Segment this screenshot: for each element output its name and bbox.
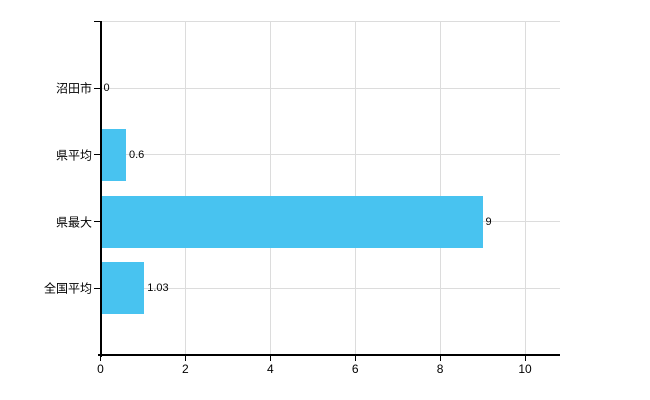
x-axis-tick-label: 0	[97, 362, 104, 376]
x-axis-tick-label: 8	[436, 362, 444, 376]
gridline-horizontal	[100, 21, 560, 22]
bar-value-label: 9	[485, 215, 492, 228]
gridline-vertical	[524, 21, 526, 355]
x-axis-tick	[100, 355, 101, 361]
y-axis-tick	[93, 87, 101, 89]
bar[interactable]	[100, 195, 483, 248]
gridline-horizontal	[100, 287, 560, 289]
y-axis-tick	[93, 154, 101, 156]
y-axis-tick	[93, 287, 101, 289]
x-axis-tick	[269, 355, 271, 361]
bar-value-label: 0	[103, 82, 110, 95]
gridline-vertical	[439, 21, 441, 355]
x-axis-tick	[524, 355, 526, 361]
x-axis-tick	[354, 355, 356, 361]
bar-value-label: 0.6	[128, 148, 145, 161]
gridline-vertical	[269, 21, 271, 355]
gridline-horizontal	[100, 154, 560, 156]
y-axis-tick	[93, 221, 101, 223]
y-axis-tick	[93, 21, 101, 22]
bar[interactable]	[100, 262, 145, 315]
x-axis-tick	[184, 355, 186, 361]
x-axis-line	[97, 354, 560, 356]
y-axis-line	[99, 21, 102, 357]
category-label: 県最大	[55, 215, 92, 230]
gridline-vertical	[354, 21, 356, 355]
bar[interactable]	[100, 128, 126, 181]
x-axis-tick-label: 2	[182, 362, 189, 376]
category-label: 全国平均	[43, 281, 92, 296]
gridline-horizontal	[100, 87, 560, 89]
bar-value-label: 1.03	[147, 282, 169, 295]
x-axis-tick-label: 4	[266, 362, 274, 376]
category-label: 県平均	[55, 148, 92, 163]
x-axis-tick-label: 6	[351, 362, 359, 376]
x-axis-tick-label: 10	[518, 362, 532, 376]
category-label: 沼田市	[55, 81, 92, 96]
x-axis-tick	[439, 355, 441, 361]
gridline-vertical	[184, 21, 186, 355]
